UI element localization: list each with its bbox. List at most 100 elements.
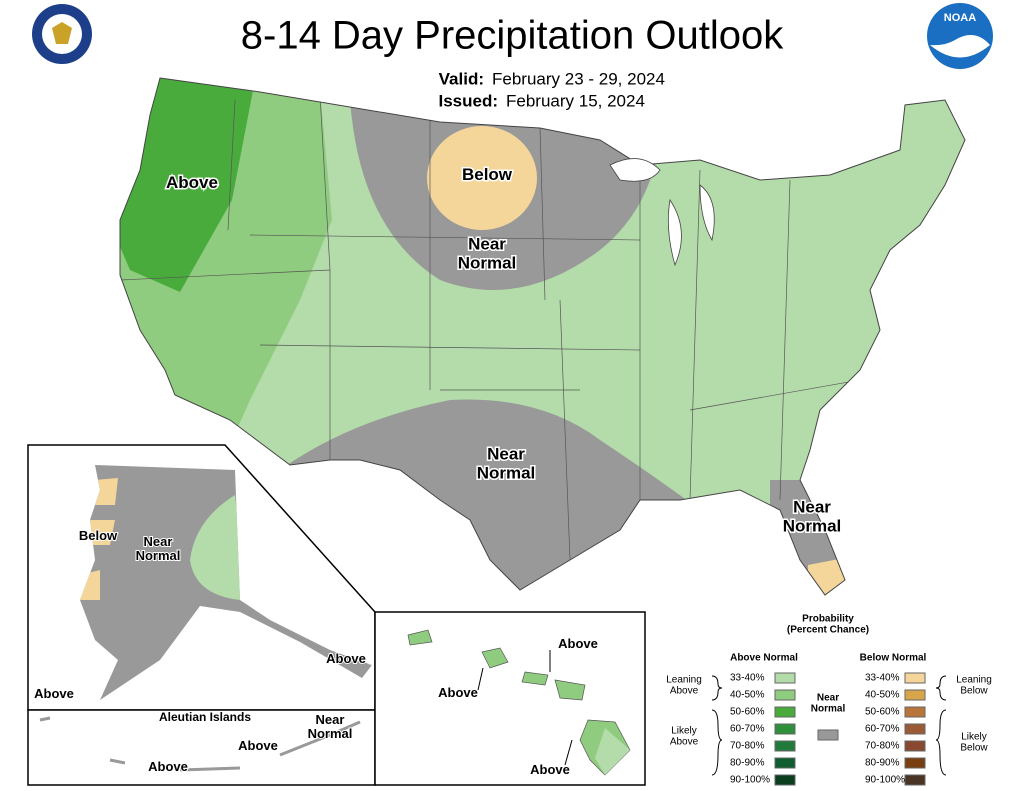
label-line: Likely bbox=[671, 725, 697, 736]
label: Near Normal bbox=[458, 235, 517, 273]
label-line: Above bbox=[670, 685, 699, 696]
legend-swatch bbox=[904, 689, 926, 701]
issued-date: February 15, 2024 bbox=[506, 91, 645, 110]
valid-label: Valid: bbox=[439, 69, 484, 88]
conus bbox=[120, 78, 965, 595]
valid-dates: February 23 - 29, 2024 bbox=[492, 69, 665, 88]
label: Below bbox=[462, 165, 513, 184]
label-line: Above bbox=[148, 759, 188, 774]
legend-range: 33-40% bbox=[730, 673, 765, 684]
label-line: Near bbox=[817, 692, 839, 703]
label: Near Normal bbox=[783, 498, 842, 536]
legend-range: 40-50% bbox=[730, 690, 765, 701]
label-line: Above bbox=[326, 651, 366, 666]
label-line: Near bbox=[468, 235, 506, 254]
aleutian-islands bbox=[39, 716, 361, 772]
legend-braces bbox=[711, 675, 947, 776]
label-line: Above bbox=[530, 762, 570, 777]
label-line: Near bbox=[793, 498, 831, 517]
title: 8-14 Day Precipitation Outlook bbox=[241, 14, 785, 58]
label: Below bbox=[79, 528, 118, 543]
label-line: Above bbox=[558, 636, 598, 651]
legend-swatch bbox=[904, 723, 926, 735]
label-line: Probability bbox=[802, 613, 854, 624]
legend-heading: Above Normal bbox=[730, 653, 798, 664]
label: Near Normal bbox=[308, 712, 353, 741]
label-line: Normal bbox=[308, 727, 353, 742]
legend-range: 70-80% bbox=[730, 741, 765, 752]
region-below-north bbox=[427, 126, 537, 230]
legend-swatch bbox=[904, 672, 926, 684]
label-line: Normal bbox=[783, 517, 842, 536]
label-line: Below bbox=[960, 685, 988, 696]
legend-range: 50-60% bbox=[865, 707, 900, 718]
hawaii-lean bbox=[595, 728, 630, 775]
great-lakes bbox=[609, 158, 715, 267]
legend-swatch bbox=[774, 672, 796, 684]
label-line: (Percent Chance) bbox=[787, 624, 869, 635]
legend-swatch bbox=[774, 740, 796, 752]
legend-swatch bbox=[774, 706, 796, 718]
label-line: Normal bbox=[811, 703, 846, 714]
label-line: Above bbox=[166, 173, 218, 192]
leader-lines bbox=[477, 650, 573, 766]
legend-range: 60-70% bbox=[730, 724, 765, 735]
label: Above bbox=[438, 685, 478, 700]
label-line: Below bbox=[79, 528, 118, 543]
legend-swatch bbox=[904, 774, 926, 786]
legend-swatch bbox=[904, 706, 926, 718]
label-line: Near bbox=[316, 712, 345, 727]
label-line: Below bbox=[960, 742, 988, 753]
label: Near Normal bbox=[136, 534, 181, 563]
legend-group: Likely Above bbox=[670, 725, 699, 747]
label-line: Below bbox=[462, 165, 513, 184]
label-line: Normal bbox=[458, 254, 517, 273]
legend-range: 90-100% bbox=[865, 775, 905, 786]
legend-range: 80-90% bbox=[865, 758, 900, 769]
legend-range: 33-40% bbox=[865, 673, 900, 684]
label-line: Above bbox=[238, 738, 278, 753]
issued-label: Issued: bbox=[438, 91, 498, 110]
legend-range: 90-100% bbox=[730, 775, 770, 786]
aleutian-title: Aleutian Islands bbox=[159, 710, 251, 724]
label: Above bbox=[558, 636, 598, 651]
legend-range: 40-50% bbox=[865, 690, 900, 701]
label: Above bbox=[530, 762, 570, 777]
label: Above bbox=[238, 738, 278, 753]
legend-swatch bbox=[774, 689, 796, 701]
region-below-alaska bbox=[80, 478, 118, 600]
legend-group: Likely Below bbox=[960, 731, 988, 753]
conus-outline bbox=[119, 77, 966, 596]
legend-range: 50-60% bbox=[730, 707, 765, 718]
label: Above bbox=[326, 651, 366, 666]
label-line: Normal bbox=[136, 549, 181, 564]
logo-text: NOAA bbox=[944, 12, 976, 24]
legend-swatch bbox=[904, 740, 926, 752]
legend-group: Leaning Below bbox=[956, 674, 992, 696]
legend-range: 80-90% bbox=[730, 758, 765, 769]
label-line: Above bbox=[34, 686, 74, 701]
region-below-florida bbox=[808, 555, 860, 595]
label: Near Normal bbox=[477, 445, 536, 483]
label: Above bbox=[148, 759, 188, 774]
noaa-logo: NOAA bbox=[927, 3, 993, 69]
label-line: Near bbox=[144, 534, 173, 549]
label-line: Above bbox=[438, 685, 478, 700]
legend-rows: 33-40% 40-50% 50-60% 60-70% 70-80% 80-90% 90-1… bbox=[730, 672, 926, 786]
label-line: Normal bbox=[477, 464, 536, 483]
legend-range: 60-70% bbox=[865, 724, 900, 735]
aleutian-frame bbox=[27, 709, 376, 786]
legend-heading: Below Normal bbox=[860, 653, 927, 664]
legend-swatch bbox=[817, 729, 839, 741]
label-line: Likely bbox=[961, 731, 987, 742]
label-line: Leaning bbox=[956, 674, 992, 685]
legend-group: Leaning Above bbox=[666, 674, 702, 696]
label: Above bbox=[166, 173, 218, 192]
label-line: Near bbox=[487, 445, 525, 464]
commerce-seal bbox=[32, 4, 92, 64]
legend-swatch bbox=[774, 723, 796, 735]
legend-near: Near Normal bbox=[811, 692, 846, 714]
legend-swatch bbox=[774, 774, 796, 786]
legend-swatch bbox=[904, 757, 926, 769]
